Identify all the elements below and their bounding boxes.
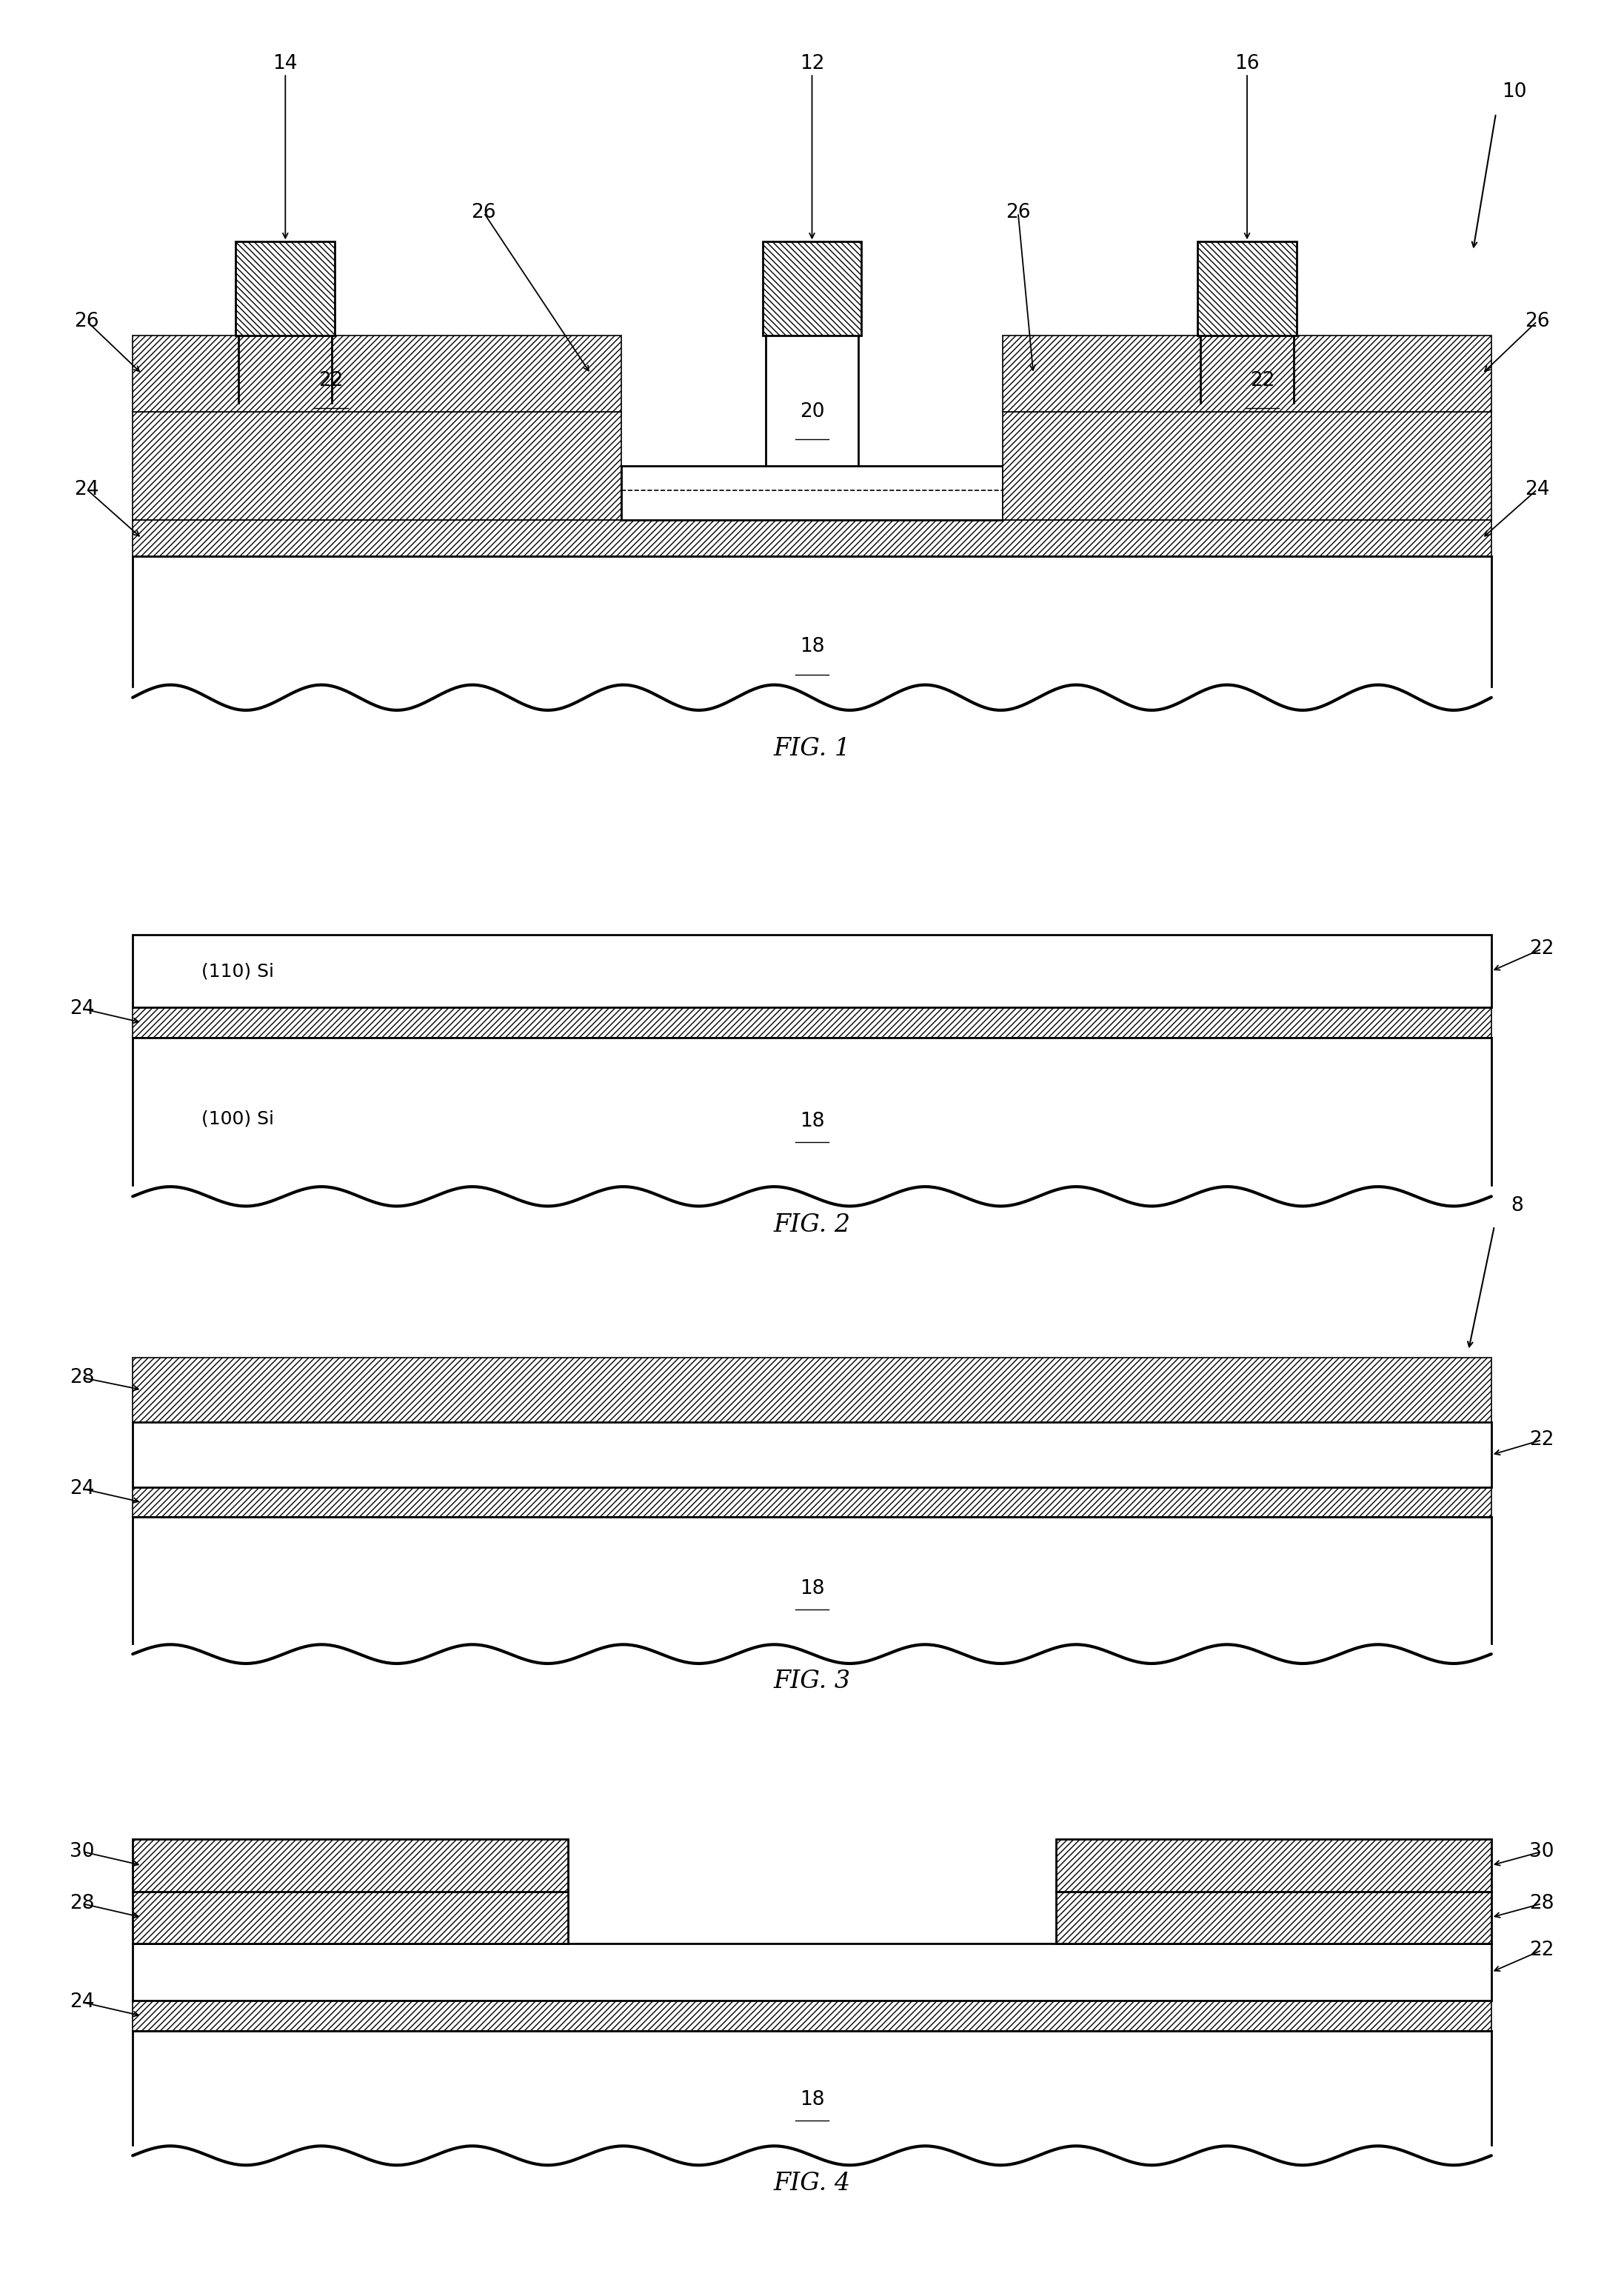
Bar (1056, 1839, 1491, 1892)
Bar (133, 1038, 1491, 1200)
Text: 18: 18 (799, 637, 825, 657)
Bar (133, 1839, 568, 1892)
Bar (133, 1892, 568, 1944)
Bar (622, 466, 1004, 520)
Text: 18: 18 (799, 1579, 825, 1600)
Text: 12: 12 (799, 55, 825, 73)
Text: 30: 30 (1530, 1842, 1554, 1862)
Text: (110) Si: (110) Si (201, 963, 274, 979)
Bar (133, 1006, 1491, 1038)
Text: 28: 28 (70, 1894, 94, 1912)
Text: 16: 16 (1234, 55, 1260, 73)
Text: (100) Si: (100) Si (201, 1109, 274, 1127)
Text: 18: 18 (799, 2090, 825, 2109)
Text: 22: 22 (1530, 1940, 1554, 1960)
Text: FIG. 3: FIG. 3 (773, 1670, 851, 1693)
Text: 26: 26 (75, 313, 99, 331)
Bar (133, 2001, 1491, 2031)
Text: 22: 22 (1250, 372, 1275, 390)
Bar (762, 242, 862, 335)
Text: 22: 22 (1530, 940, 1554, 958)
Text: 28: 28 (1530, 1894, 1554, 1912)
Bar (1004, 411, 1491, 520)
Text: 26: 26 (1525, 313, 1549, 331)
Bar (133, 1358, 1491, 1422)
Text: 28: 28 (70, 1367, 94, 1387)
Bar (133, 1518, 1491, 1657)
Text: 8: 8 (1510, 1196, 1523, 1216)
Text: 24: 24 (70, 1992, 94, 2013)
Text: 24: 24 (75, 479, 99, 500)
Text: 24: 24 (70, 1000, 94, 1018)
Bar (133, 335, 622, 411)
Text: 26: 26 (1005, 203, 1031, 221)
Text: 30: 30 (70, 1842, 94, 1862)
Bar (133, 1944, 1491, 2001)
Text: FIG. 1: FIG. 1 (773, 737, 851, 760)
Text: FIG. 2: FIG. 2 (773, 1214, 851, 1237)
Text: 14: 14 (273, 55, 297, 73)
Bar (133, 520, 1491, 557)
Bar (133, 557, 1491, 701)
Text: 20: 20 (799, 402, 825, 422)
Text: 22: 22 (1530, 1431, 1554, 1449)
Bar (235, 242, 335, 335)
Bar (133, 1422, 1491, 1488)
Text: 24: 24 (1525, 479, 1549, 500)
Text: FIG. 4: FIG. 4 (773, 2172, 851, 2195)
Bar (1004, 335, 1491, 411)
Text: 18: 18 (799, 1111, 825, 1132)
Text: 22: 22 (318, 372, 344, 390)
Text: 10: 10 (1502, 82, 1527, 100)
Bar (133, 2031, 1491, 2159)
Bar (133, 1488, 1491, 1518)
Text: 24: 24 (70, 1479, 94, 1499)
Text: 26: 26 (471, 203, 497, 221)
Bar (1056, 1892, 1491, 1944)
Bar (1197, 242, 1296, 335)
Bar (133, 936, 1491, 1006)
Bar (133, 411, 622, 520)
